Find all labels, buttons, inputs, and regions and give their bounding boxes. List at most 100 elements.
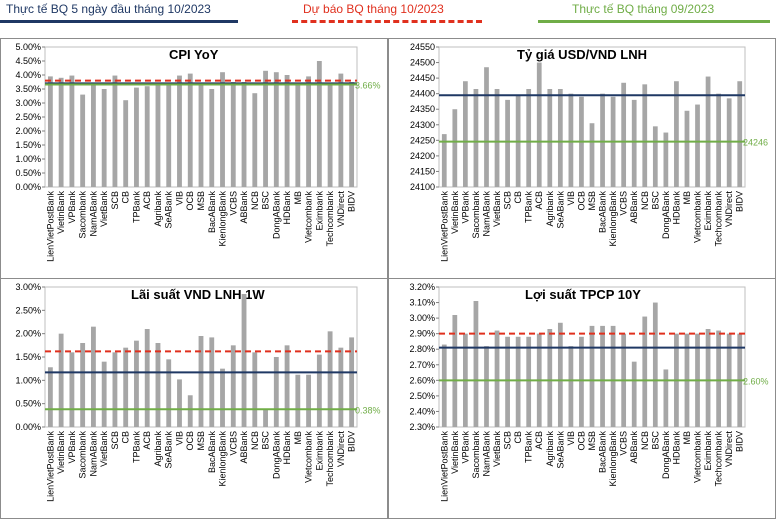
x-tick-label: SCB — [110, 431, 120, 450]
bar — [187, 395, 193, 427]
x-tick-label: LienVietPostBank — [45, 191, 55, 262]
x-tick-label: TPBank — [524, 431, 534, 464]
bar — [273, 72, 279, 187]
bar — [526, 89, 532, 187]
bar — [349, 337, 355, 427]
x-tick-label: CB — [121, 191, 131, 204]
x-tick-label: SeABank — [555, 191, 565, 229]
bar — [80, 94, 86, 187]
bar — [155, 84, 161, 187]
bar — [536, 62, 542, 187]
bar — [600, 93, 605, 187]
y-tick-label: 4.50% — [15, 56, 41, 66]
legend: Thực tế BQ 5 ngày đầu tháng 10/2023 Dự b… — [0, 0, 776, 36]
bar — [155, 343, 161, 427]
chart-title-bond: Lợi suất TPCP 10Y — [525, 287, 641, 302]
y-tick-label: 2.50% — [15, 112, 41, 122]
y-tick-label: 24300 — [410, 120, 435, 130]
bar — [252, 93, 258, 187]
bar — [684, 110, 690, 187]
x-tick-label: Sacombank — [471, 431, 481, 479]
bar — [295, 83, 301, 187]
bar — [716, 330, 721, 427]
bar — [241, 294, 247, 427]
bar — [631, 99, 637, 187]
bar — [737, 81, 743, 187]
bar — [716, 93, 721, 187]
x-tick-label: SeABank — [164, 191, 174, 229]
y-tick-label: 0.50% — [15, 399, 41, 409]
bar — [621, 82, 627, 187]
bar — [209, 337, 215, 427]
x-tick-label: Sacombank — [78, 191, 88, 239]
x-tick-label: VietBank — [99, 191, 109, 227]
bar — [652, 302, 658, 427]
x-tick-label: MB — [682, 191, 692, 205]
x-tick-label: VietinBank — [450, 191, 460, 234]
bar — [80, 343, 86, 427]
bar — [441, 344, 447, 427]
x-tick-label: VietBank — [99, 431, 109, 467]
x-tick-label: BacABank — [598, 431, 608, 474]
x-tick-label: ABBank — [629, 191, 639, 224]
y-tick-label: 1.50% — [15, 140, 41, 150]
bar — [452, 315, 458, 427]
y-tick-label: 3.20% — [409, 282, 435, 292]
chart-panel-cpi: CPI YoY 0.00% 0.50% 1.00% 1.50% 2.00% 2.50% 3.… — [0, 38, 388, 279]
x-tick-label: Techcombank — [714, 431, 724, 487]
x-tick-label: MSB — [587, 431, 597, 451]
bar — [273, 357, 279, 427]
x-tick-label: Agribank — [153, 191, 163, 227]
x-tick-label: BSC — [261, 191, 271, 210]
bar — [220, 368, 225, 427]
chart-title-interbank: Lãi suất VND LNH 1W — [131, 287, 265, 302]
x-tick-label: SeABank — [164, 431, 174, 469]
x-tick-label: DongABank — [661, 191, 671, 240]
x-tick-label: BIDV — [735, 191, 745, 212]
bar — [187, 73, 193, 187]
bar — [295, 374, 301, 427]
bar — [263, 409, 268, 427]
bar — [112, 75, 118, 187]
x-tick-label: Vietcombank — [693, 191, 703, 243]
y-tick-label: 1.00% — [15, 375, 41, 385]
bar — [705, 76, 711, 187]
x-tick-label: DongABank — [271, 431, 281, 480]
x-tick-label: VIB — [174, 191, 184, 206]
bar — [441, 134, 447, 187]
x-tick-label: VietinBank — [56, 191, 66, 234]
y-tick-label: 24500 — [410, 58, 435, 68]
x-tick-label: KienlongBank — [608, 431, 618, 487]
x-tick-label: NCB — [640, 431, 650, 450]
bar — [547, 89, 553, 187]
bar — [600, 325, 605, 427]
x-tick-label: VCBS — [619, 191, 629, 216]
bar — [726, 98, 732, 187]
x-tick-label: VPBank — [67, 431, 77, 464]
x-tick-label: Agribank — [153, 431, 163, 467]
x-tick-label: ACB — [534, 431, 544, 450]
x-tick-label: SCB — [503, 191, 513, 210]
x-tick-label: MSB — [196, 191, 206, 211]
bar — [69, 75, 75, 187]
x-tick-label: Sacombank — [471, 191, 481, 239]
bar — [515, 336, 521, 427]
legend-forecast-label: Dự báo BQ tháng 10/2023 — [303, 2, 444, 16]
x-tick-label: BIDV — [347, 431, 357, 452]
y-tick-label: 2.30% — [409, 422, 435, 432]
x-tick-label: VietBank — [492, 431, 502, 467]
y-tick-label: 2.50% — [409, 391, 435, 401]
bar — [284, 75, 290, 187]
y-tick-label: 4.00% — [15, 70, 41, 80]
y-tick-label: 24550 — [410, 42, 435, 52]
y-tick-label: 24400 — [410, 89, 435, 99]
x-tick-label: VNDirect — [336, 191, 346, 228]
y-tick-label: 2.70% — [409, 360, 435, 370]
x-tick-label: LienVietPostBank — [439, 191, 449, 262]
bar — [90, 326, 96, 427]
legend-actual-prev-label: Thực tế BQ tháng 09/2023 — [572, 2, 715, 16]
bar — [589, 325, 595, 427]
x-tick-label: CB — [121, 431, 131, 444]
bar — [652, 126, 658, 187]
y-tick-label: 0.00% — [15, 182, 41, 192]
